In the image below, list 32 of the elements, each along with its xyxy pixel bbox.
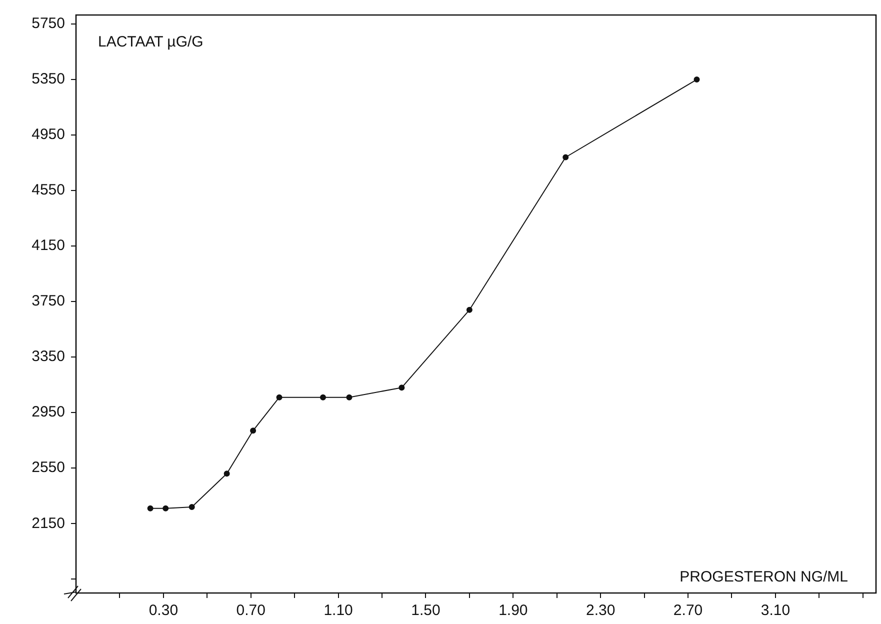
point xyxy=(320,394,326,400)
x-tick-label: 0.30 xyxy=(148,602,178,620)
point xyxy=(466,306,472,313)
x-tick-label: 3.10 xyxy=(760,602,790,620)
x-axis-title: PROGESTERON NG/ML xyxy=(680,568,848,586)
y-tick-label: 3350 xyxy=(32,348,65,366)
point xyxy=(346,394,352,400)
x-tick-label: 1.50 xyxy=(411,602,440,620)
point xyxy=(276,394,282,400)
x-tick-label: 0.70 xyxy=(236,602,266,620)
y-tick-label: 4550 xyxy=(32,182,65,199)
x-tick-label: 1.10 xyxy=(324,602,353,620)
x-tick-label: 2.70 xyxy=(673,602,703,620)
y-tick-label: 5350 xyxy=(32,70,65,88)
point xyxy=(562,154,569,160)
point xyxy=(224,470,230,477)
point xyxy=(188,504,195,510)
y-axis-title: LACTAAT µG/G xyxy=(98,34,204,51)
y-tick-label: 5750 xyxy=(32,15,65,32)
y-tick-label: 3750 xyxy=(32,292,65,310)
y-tick-label: 2550 xyxy=(32,459,65,476)
y-tick-label: 2150 xyxy=(32,514,65,532)
y-tick-label: 4950 xyxy=(32,126,65,144)
y-tick-label: 4150 xyxy=(32,237,65,254)
point xyxy=(250,428,256,434)
point xyxy=(694,76,700,83)
point xyxy=(398,384,405,391)
x-tick-label: 2.30 xyxy=(586,602,616,620)
y-tick-label: 2950 xyxy=(32,404,65,421)
x-tick-label: 1.90 xyxy=(498,602,528,620)
point xyxy=(162,505,169,512)
point xyxy=(147,505,154,512)
